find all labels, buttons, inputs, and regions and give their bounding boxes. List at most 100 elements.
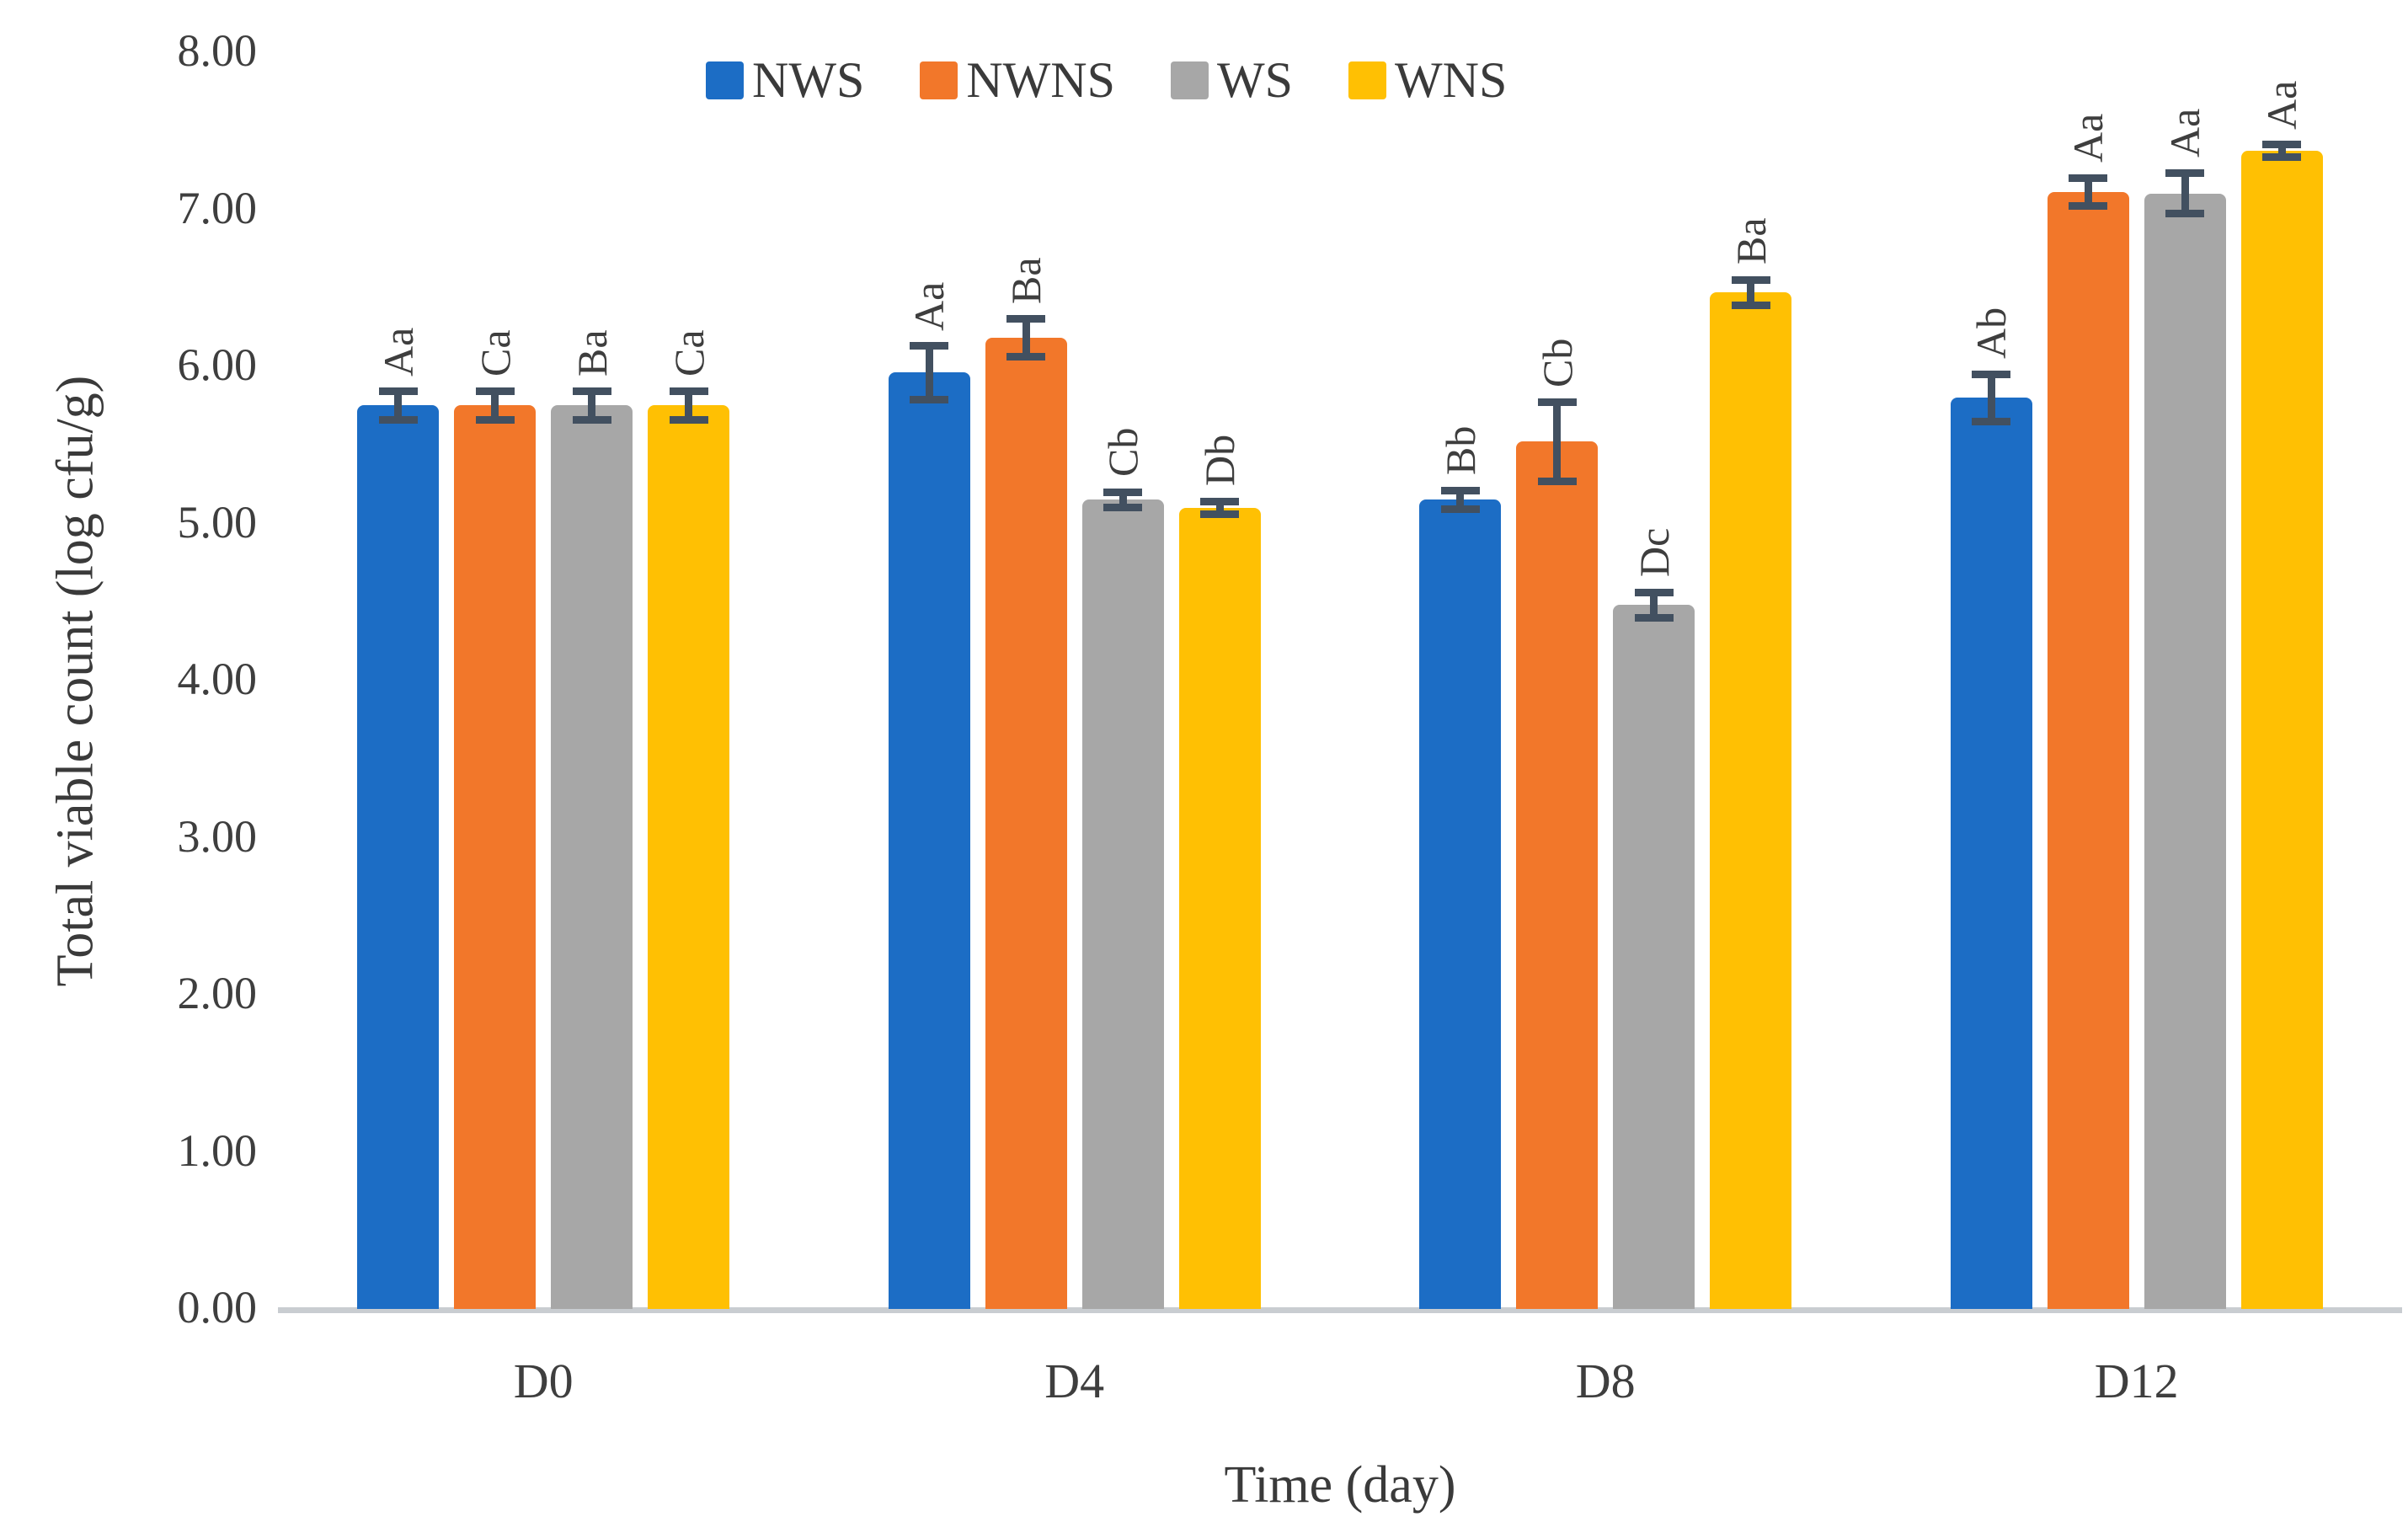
error-bar [1119, 492, 1127, 508]
bar-NWS-D12 [1950, 398, 2032, 1309]
bar-WS-D0 [551, 405, 633, 1309]
error-bar-cap [2165, 210, 2205, 218]
error-bar [2277, 144, 2286, 158]
error-bar-cap [2069, 202, 2108, 211]
y-tick-label: 3.00 [177, 810, 258, 862]
error-bar-cap [1634, 588, 1674, 596]
error-bar-cap [2262, 141, 2302, 149]
significance-letter: Aa [374, 327, 422, 377]
error-bar-cap [910, 342, 949, 350]
legend-item-NWNS: NWNS [920, 52, 1115, 108]
error-bar-cap [1731, 275, 1770, 284]
error-bar [685, 391, 693, 420]
y-tick-label: 1.00 [177, 1124, 258, 1176]
legend-label: NWNS [966, 52, 1116, 108]
error-bar-cap [572, 387, 611, 396]
significance-letter: Ba [1727, 217, 1775, 265]
error-bar [1747, 280, 1755, 306]
significance-letter: Aa [905, 281, 953, 331]
error-bar-cap [1537, 477, 1577, 485]
error-bar-cap [1440, 505, 1480, 514]
legend-swatch-icon [706, 61, 744, 99]
error-bar [925, 345, 933, 400]
bar-WS-D8 [1613, 605, 1695, 1309]
error-bar-cap [572, 415, 611, 424]
bar-WNS-D0 [648, 405, 730, 1309]
error-bar-cap [1200, 497, 1240, 505]
error-bar-cap [1103, 488, 1143, 496]
bar-NWNS-D0 [454, 405, 537, 1309]
significance-letter: Db [1196, 435, 1244, 487]
bar-NWS-D0 [357, 405, 440, 1309]
x-axis-line [278, 1307, 2402, 1313]
bar-NWS-D8 [1419, 499, 1502, 1309]
error-bar-cap [378, 415, 418, 424]
error-bar [394, 391, 403, 420]
error-bar-cap [1972, 370, 2011, 378]
error-bar-cap [1006, 315, 1046, 323]
bar-NWNS-D8 [1516, 441, 1599, 1309]
y-axis-title: Total viable count (log cfu/g) [46, 375, 104, 987]
significance-letter: Bb [1436, 425, 1484, 476]
legend-item-NWS: NWS [706, 52, 864, 108]
bar-WS-D4 [1081, 499, 1164, 1309]
error-bar-cap [669, 387, 708, 396]
significance-letter: Aa [2258, 80, 2306, 130]
y-tick-label: 0.00 [177, 1282, 258, 1333]
legend-label: WNS [1395, 52, 1508, 108]
bar-WNS-D8 [1710, 292, 1792, 1309]
bar-NWNS-D4 [985, 338, 1067, 1309]
bar-WNS-D12 [2240, 151, 2323, 1309]
y-tick-label: 7.00 [177, 182, 258, 233]
significance-letter: Ba [1002, 257, 1050, 304]
error-bar-cap [1006, 353, 1046, 361]
x-tick-label: D12 [2094, 1354, 2179, 1408]
significance-letter: Ba [568, 329, 616, 377]
legend-swatch-icon [1348, 61, 1387, 99]
error-bar [2084, 178, 2092, 206]
error-bar [1553, 402, 1562, 481]
x-tick-label: D8 [1575, 1354, 1636, 1408]
bar-WS-D12 [2144, 193, 2226, 1309]
y-tick-label: 5.00 [177, 496, 258, 548]
significance-letter: Ca [471, 329, 519, 377]
error-bar [1650, 592, 1658, 618]
y-tick-label: 2.00 [177, 968, 258, 1018]
error-bar [1022, 318, 1030, 357]
error-bar-cap [669, 415, 708, 424]
error-bar-cap [1200, 510, 1240, 518]
bar-NWNS-D12 [2047, 191, 2129, 1309]
significance-letter: Ca [665, 329, 713, 377]
significance-letter: Dc [1630, 528, 1678, 578]
error-bar-cap [2069, 174, 2108, 182]
error-bar [491, 391, 499, 420]
y-tick-label: 4.00 [177, 654, 258, 704]
error-bar [588, 391, 596, 420]
significance-letter: Aa [2161, 109, 2209, 158]
error-bar-cap [378, 387, 418, 396]
legend-item-WNS: WNS [1348, 52, 1507, 108]
error-bar [1987, 374, 1995, 422]
bar-WNS-D4 [1178, 507, 1261, 1309]
error-bar-cap [475, 415, 515, 424]
error-bar [2181, 173, 2189, 214]
legend-swatch-icon [920, 61, 958, 99]
significance-letter: Cb [1533, 338, 1581, 387]
error-bar-cap [1634, 613, 1674, 622]
error-bar-cap [475, 387, 515, 396]
chart-legend: NWS NWNS WS WNS [706, 52, 1507, 108]
error-bar-cap [1537, 398, 1577, 407]
error-bar-cap [2262, 153, 2302, 162]
error-bar-cap [1103, 504, 1143, 512]
significance-letter: Aa [2064, 113, 2112, 163]
x-tick-label: D0 [513, 1354, 574, 1408]
error-bar-cap [1972, 417, 2011, 425]
error-bar-cap [1731, 301, 1770, 309]
error-bar-cap [1440, 486, 1480, 494]
x-axis-title: Time (day) [1224, 1456, 1456, 1514]
y-tick-label: 8.00 [177, 25, 258, 76]
legend-label: NWS [752, 52, 865, 108]
legend-swatch-icon [1171, 61, 1209, 99]
error-bar-cap [910, 395, 949, 403]
